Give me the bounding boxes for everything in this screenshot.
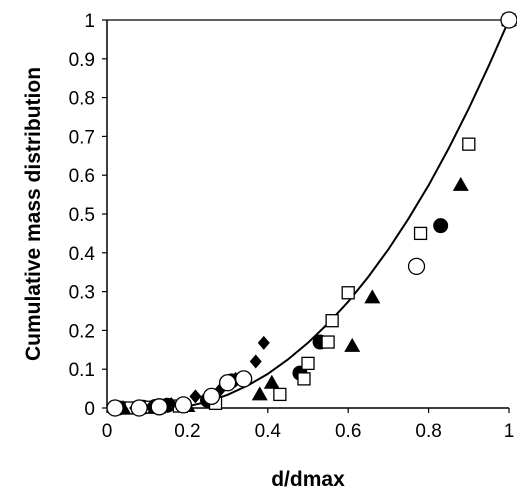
filled-triangle-point — [251, 386, 268, 401]
y-axis-title: Cumulative mass distribution — [22, 67, 45, 361]
x-tick-label: 0.6 — [335, 421, 361, 442]
filled-triangle-point — [364, 289, 381, 304]
y-tick-label: 0.4 — [69, 244, 96, 265]
x-tick-label: 1 — [504, 421, 515, 442]
filled-triangle-point — [344, 337, 361, 352]
filled-circle-point — [433, 218, 449, 234]
x-tick-label: 0 — [102, 421, 113, 442]
data-points-layer — [106, 11, 517, 417]
fit-curve-layer — [175, 19, 510, 409]
y-tick-label: 0.6 — [69, 166, 95, 187]
open-square-point — [413, 226, 428, 241]
open-square-point — [325, 314, 339, 328]
x-tick-label: 0.2 — [174, 421, 200, 442]
y-tick-label: 0 — [84, 399, 95, 420]
filled-diamond-point — [165, 397, 178, 412]
x-tick-label: 0.8 — [415, 421, 441, 442]
y-tick-label: 0.5 — [69, 205, 95, 226]
tick-labels: 0 0.2 0.4 0.6 0.8 1 0 0.1 0.2 0.3 0.4 0.5 0.6 0.7 0.8 0… — [69, 11, 515, 442]
y-tick-label: 0.9 — [69, 50, 95, 71]
open-square-point — [301, 356, 315, 371]
open-circle-point — [407, 257, 426, 276]
open-circle-point — [150, 398, 168, 416]
open-square-point — [341, 286, 355, 300]
y-tick-label: 0.2 — [69, 321, 95, 342]
open-circle-point — [235, 370, 253, 388]
open-circle-point — [202, 387, 221, 406]
filled-triangle-point — [263, 374, 280, 389]
y-tick-label: 0.3 — [69, 283, 95, 304]
open-square-point — [297, 372, 311, 386]
y-tick-label: 0.8 — [69, 89, 95, 110]
filled-triangle-point — [452, 176, 469, 191]
filled-diamond-point — [249, 354, 262, 369]
filled-diamond-point — [257, 335, 270, 350]
open-circle-point — [218, 374, 237, 392]
open-circle-point — [500, 11, 517, 29]
open-square-point — [462, 137, 476, 151]
open-square-point — [273, 387, 287, 402]
y-tick-label: 0.1 — [69, 360, 95, 381]
fit-curve — [175, 19, 510, 409]
open-circle-point — [130, 399, 148, 417]
open-circle-point — [174, 396, 193, 414]
y-tick-label: 0.7 — [69, 127, 95, 148]
open-square-point — [321, 335, 335, 349]
x-axis-title: d/dmax — [271, 468, 345, 491]
y-tick-label: 1 — [84, 11, 95, 32]
x-tick-label: 0.4 — [255, 421, 282, 442]
filled-diamond-point — [189, 389, 202, 404]
plot-area — [107, 20, 509, 408]
open-circle-point — [106, 399, 124, 417]
